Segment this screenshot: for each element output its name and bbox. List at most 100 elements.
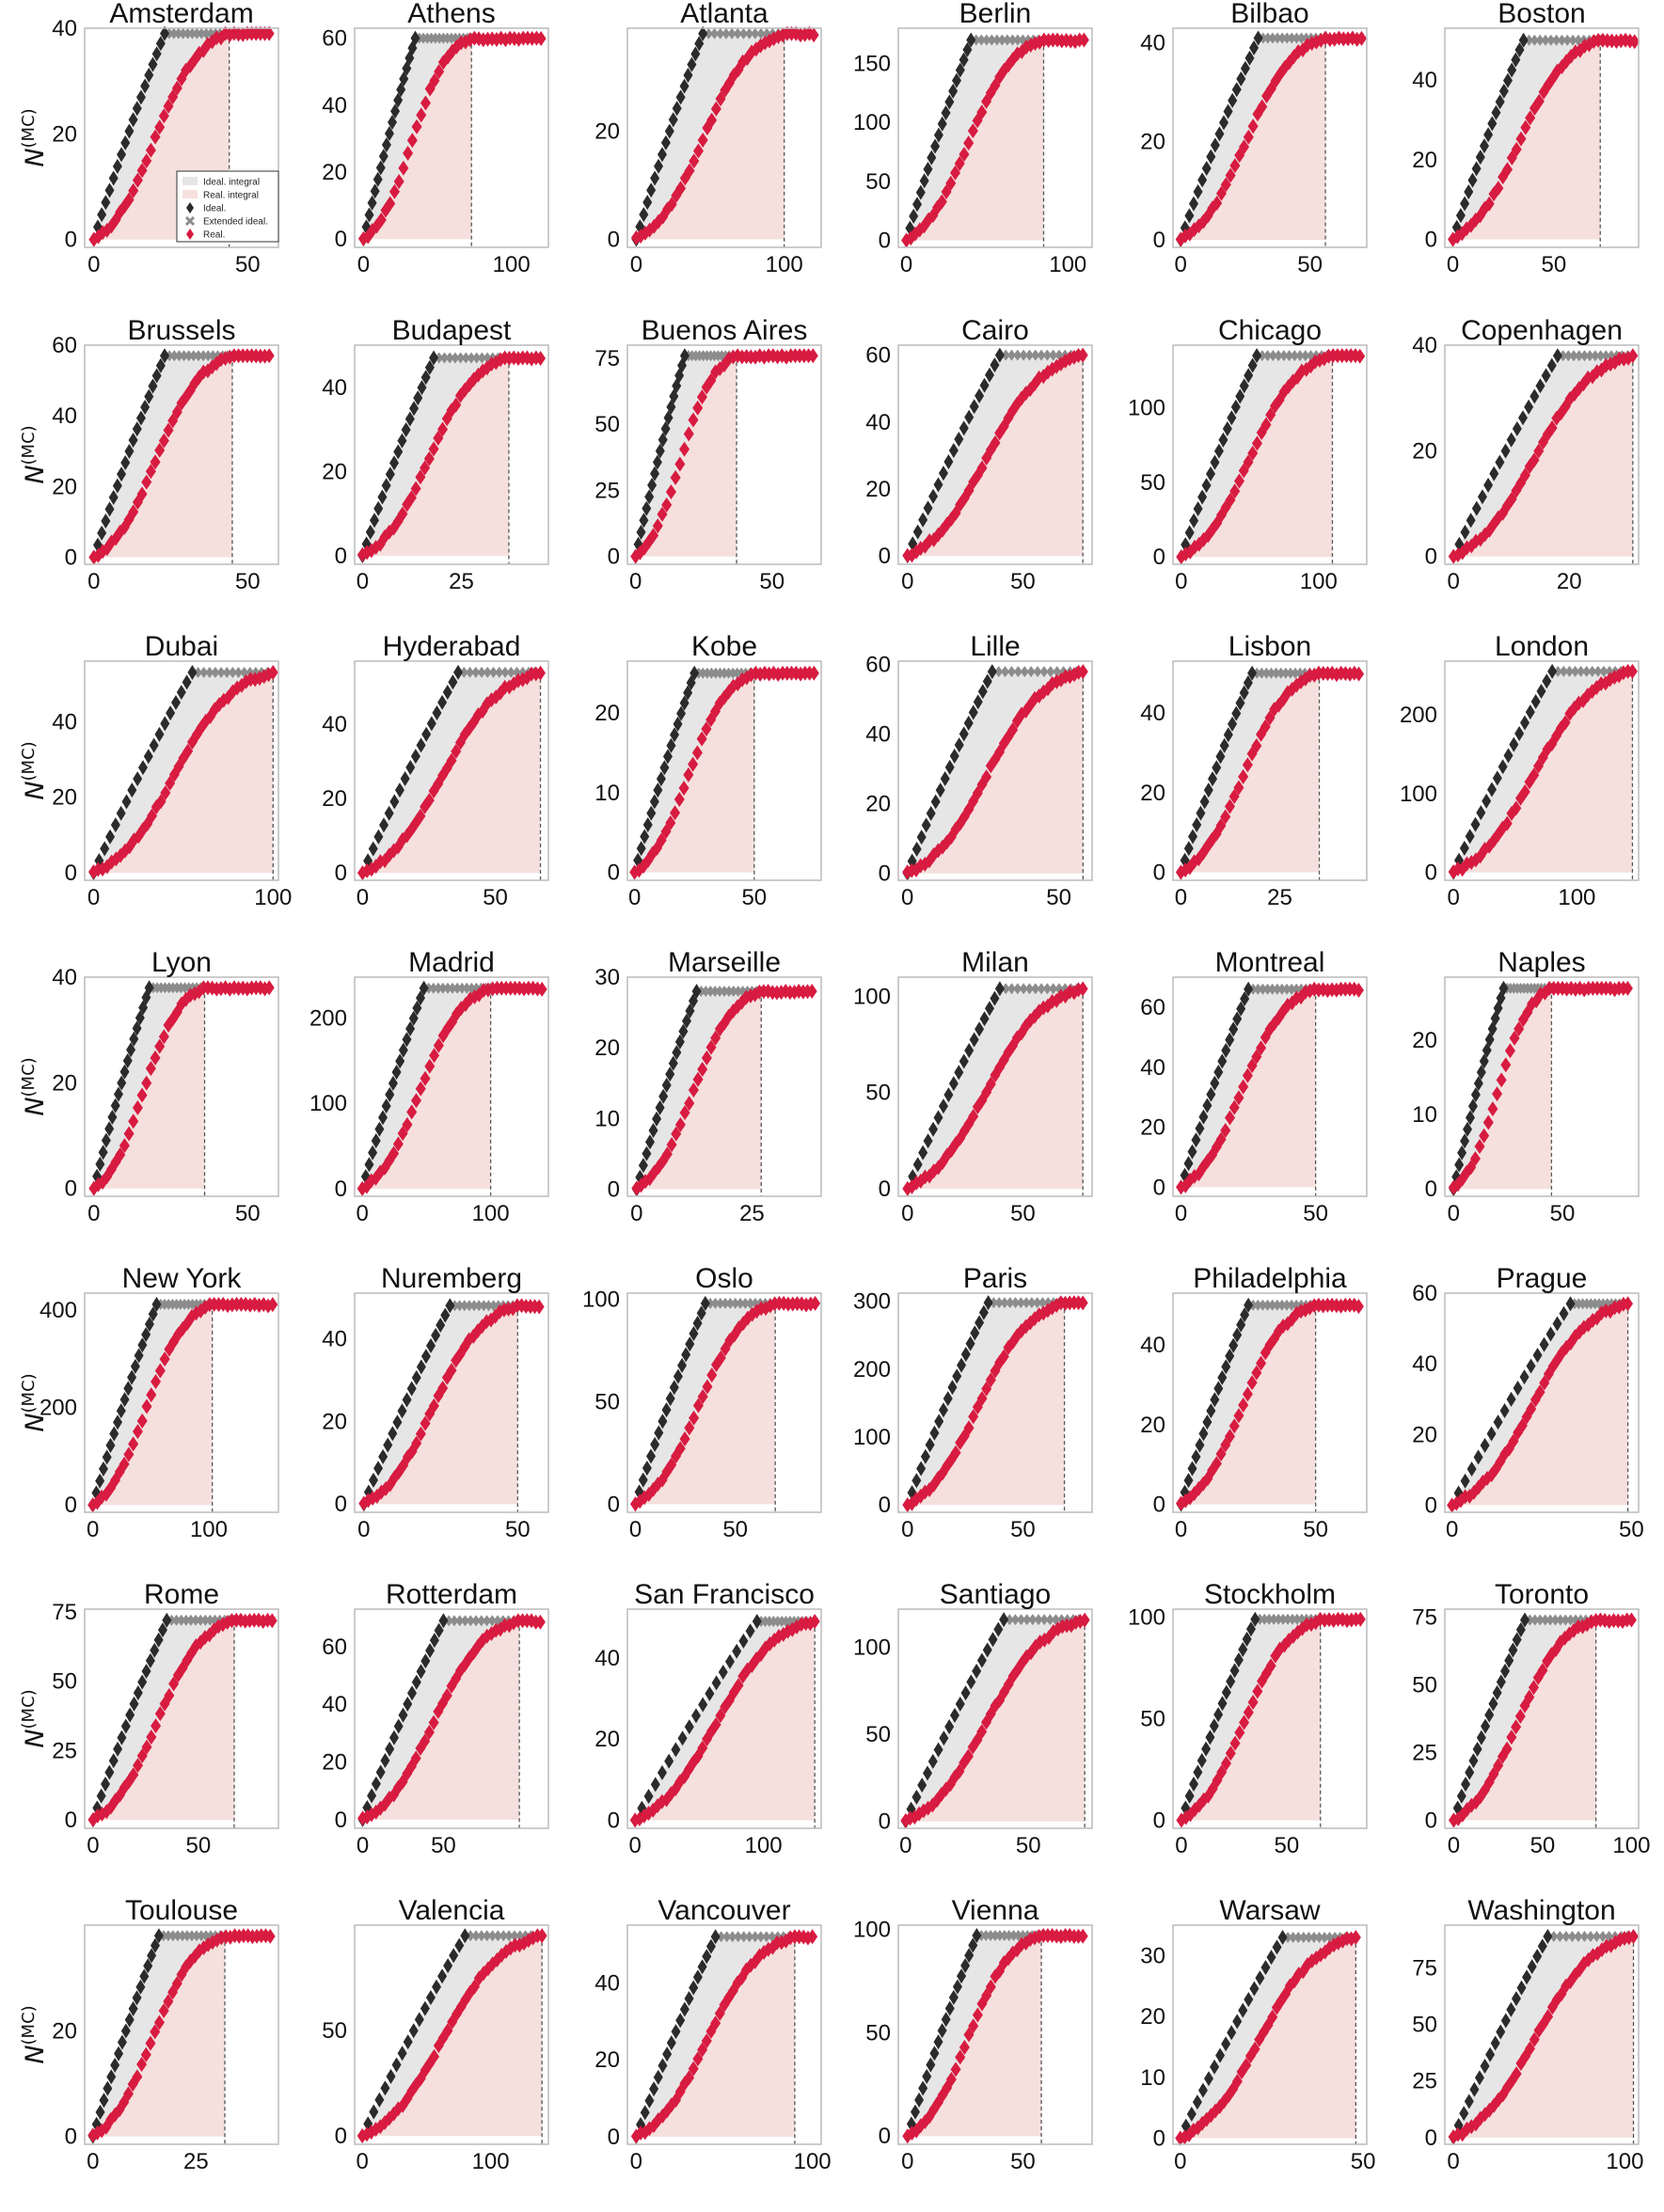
real-marker	[1243, 1704, 1254, 1720]
legend-swatch	[186, 229, 194, 240]
ideal-marker	[1460, 1473, 1470, 1489]
real-marker	[1488, 1766, 1499, 1782]
ideal-marker	[1186, 2106, 1196, 2122]
panel-frame	[1172, 1608, 1368, 1829]
real-marker	[1492, 1086, 1503, 1102]
real-marker	[692, 2051, 704, 2067]
ideal-marker	[109, 1426, 119, 1442]
ideal-marker	[933, 127, 943, 143]
legend-label: Ideal. integral	[203, 178, 260, 188]
ideal-marker	[112, 478, 122, 494]
extended-ideal-marker	[1013, 349, 1022, 361]
real-marker	[423, 450, 435, 466]
extended-ideal-marker	[178, 1930, 187, 1942]
y-tick-label: 0	[1153, 1493, 1165, 1518]
extended-ideal-marker	[1561, 1931, 1571, 1943]
ideal-marker	[691, 984, 702, 1000]
ideal-marker	[660, 134, 671, 150]
x-tick-label: 100	[493, 252, 531, 277]
ideal-marker	[1565, 1296, 1576, 1312]
real-marker	[1508, 1433, 1519, 1449]
ideal-marker	[966, 32, 976, 48]
ideal-marker	[408, 2023, 419, 2039]
extended-ideal-marker	[1027, 1297, 1037, 1309]
ideal-marker	[944, 759, 955, 775]
real-marker	[411, 1435, 422, 1451]
extended-ideal-marker	[1007, 34, 1017, 46]
ideal-marker	[940, 770, 950, 786]
extended-ideal-marker	[1264, 1613, 1274, 1625]
y-tick-label: 40	[1412, 333, 1437, 358]
extended-ideal-marker	[1053, 666, 1062, 678]
real-marker	[423, 793, 435, 809]
extended-ideal-marker	[455, 1615, 465, 1627]
real-marker	[1256, 1040, 1267, 1056]
real-marker	[420, 1415, 431, 1431]
extended-ideal-marker	[182, 1930, 192, 1942]
ideal-marker	[120, 2023, 131, 2039]
real-integral-area	[92, 1620, 234, 1821]
ideal-marker	[106, 2069, 117, 2085]
ideal-marker	[1512, 420, 1522, 436]
extended-ideal-marker	[489, 666, 499, 678]
extended-ideal-marker	[477, 666, 486, 678]
x-tick-label: 25	[1267, 885, 1292, 910]
real-marker	[1543, 2009, 1554, 2025]
real-marker	[1225, 1429, 1236, 1445]
real-marker	[1533, 443, 1545, 459]
ideal-marker	[656, 771, 666, 787]
ideal-marker	[1546, 357, 1557, 373]
ideal-marker	[672, 101, 682, 117]
extended-ideal-marker	[1045, 1614, 1054, 1626]
real-marker	[536, 1928, 547, 1944]
ideal-marker	[1213, 1707, 1224, 1723]
real-marker	[1228, 1099, 1240, 1115]
ideal-marker	[100, 841, 110, 857]
panel-title: Washington	[1467, 1895, 1615, 1926]
y-tick-label: 20	[52, 474, 77, 499]
ideal-marker	[650, 466, 660, 482]
ideal-marker	[1460, 1133, 1470, 1149]
extended-ideal-marker	[1282, 32, 1292, 44]
y-tick-label: 100	[1128, 1605, 1165, 1631]
y-tick-label: 20	[1140, 1413, 1165, 1438]
ideal-marker	[1532, 1949, 1543, 1965]
x-tick-label: 0	[1448, 885, 1460, 910]
ideal-marker	[151, 368, 162, 384]
ideal-marker	[1513, 1380, 1523, 1396]
panel-title: New York	[122, 1263, 243, 1294]
ideal-marker	[1233, 1652, 1244, 1668]
ideal-marker	[1239, 685, 1249, 701]
extended-ideal-marker	[739, 1931, 749, 1943]
real-marker	[810, 1295, 821, 1311]
real-marker	[145, 1061, 156, 1077]
ideal-marker	[1245, 1621, 1256, 1637]
ideal-marker	[98, 1461, 108, 1477]
ideal-marker	[676, 705, 687, 721]
panel-frame	[626, 660, 822, 881]
ideal-marker	[642, 500, 652, 516]
ideal-marker	[640, 2105, 650, 2121]
y-tick-label: 0	[879, 2124, 891, 2149]
real-marker	[1251, 737, 1262, 753]
ideal-marker	[141, 1664, 151, 1680]
real-marker	[710, 2015, 721, 2031]
ideal-marker	[1524, 399, 1534, 415]
ideal-marker	[964, 1948, 975, 1964]
ideal-marker	[696, 1305, 706, 1321]
real-marker	[661, 497, 673, 513]
ideal-marker	[636, 841, 646, 857]
real-marker	[263, 980, 275, 996]
ideal-marker	[129, 1696, 139, 1712]
extended-ideal-marker	[710, 1297, 720, 1309]
ideal-marker	[1183, 841, 1194, 857]
ideal-marker	[132, 101, 142, 117]
ideal-marker	[1487, 116, 1498, 132]
real-marker	[1487, 1101, 1498, 1117]
x-tick-label: 100	[190, 1517, 228, 1542]
